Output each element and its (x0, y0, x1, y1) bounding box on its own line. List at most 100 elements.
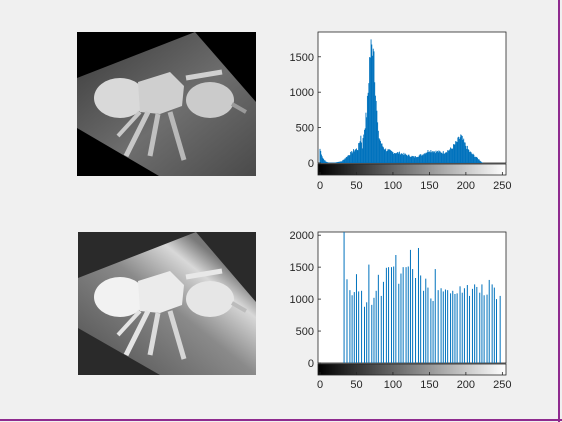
histogram-bar (466, 285, 468, 363)
histogram-bar (471, 288, 473, 363)
histogram-bar (361, 142, 363, 163)
y-tick-label: 0 (308, 158, 314, 170)
histogram-bar (423, 290, 425, 363)
x-tick-label: 0 (317, 180, 323, 192)
histogram-bar (349, 290, 351, 363)
histogram-bar (481, 162, 483, 163)
histogram-bar (409, 156, 411, 163)
histogram-bar (364, 129, 365, 163)
histogram-bar (377, 122, 379, 163)
histogram-bar (473, 154, 475, 163)
image-original (77, 32, 256, 176)
histogram-bar (391, 151, 393, 163)
histogram-bar (400, 273, 402, 363)
histogram-bar (380, 295, 382, 363)
histogram-bar (365, 112, 367, 163)
histogram-bar (343, 232, 345, 363)
histogram-bar (470, 152, 472, 163)
histogram-bar (441, 152, 443, 163)
histogram-bar (372, 48, 374, 163)
histogram-bar (480, 161, 481, 163)
histogram-bar (369, 57, 371, 163)
histogram-bar (430, 298, 432, 363)
histogram-bar (478, 159, 480, 163)
x-tick-label: 100 (384, 379, 402, 391)
histogram-bar (393, 153, 395, 163)
histogram-bar (496, 299, 498, 363)
histogram-bar (449, 149, 451, 163)
x-tick-label: 150 (420, 379, 438, 391)
histogram-bar (466, 148, 468, 163)
histogram-bar (493, 287, 495, 363)
histogram-bar (358, 142, 360, 163)
histogram-bar (400, 153, 402, 163)
histogram-bar (320, 150, 322, 163)
histogram-bar (356, 149, 358, 163)
histogram-bar (356, 148, 357, 163)
histogram-bar (428, 151, 430, 163)
histogram-bar (407, 266, 409, 363)
histogram-bar (345, 158, 346, 163)
grayscale-colorbar (317, 163, 507, 176)
histogram-bar (469, 151, 471, 163)
histogram-bar (499, 295, 501, 363)
histogram-bar (380, 141, 381, 163)
histogram-bar (383, 148, 385, 163)
histogram-bar (324, 160, 326, 163)
histogram-bar (415, 156, 417, 163)
histogram-bar (446, 152, 448, 163)
histogram-bar (459, 286, 461, 363)
histogram-bar (377, 130, 379, 163)
histogram-bar (463, 288, 465, 363)
histogram-bar (358, 143, 360, 163)
histogram-bar (442, 291, 444, 363)
histogram-bar (339, 161, 341, 163)
histogram-bar (456, 142, 458, 163)
histogram-bar (326, 161, 328, 163)
histogram-bar (386, 151, 388, 163)
histogram-bar (412, 156, 414, 163)
x-tick-label: 0 (317, 379, 323, 391)
histogram-bar (355, 149, 357, 163)
histogram-bar (423, 154, 425, 163)
histogram-bar (429, 152, 431, 163)
histogram-bar (363, 306, 365, 363)
histogram-bar (408, 154, 410, 163)
histogram-bar (377, 274, 379, 363)
histogram-bar (447, 150, 449, 163)
plot-area (317, 231, 507, 364)
x-tick-label: 100 (384, 180, 402, 192)
histogram-bar (350, 151, 352, 163)
histogram-bar (430, 150, 432, 163)
histogram-bar (452, 148, 454, 163)
histogram-bar (412, 269, 414, 363)
histogram-bar (427, 150, 429, 163)
histogram-bar (420, 154, 422, 163)
histogram-bar (354, 149, 356, 163)
histogram-bar (435, 150, 437, 163)
histogram-bar (398, 283, 400, 363)
histogram-bar (437, 152, 439, 163)
histogram-bar (413, 156, 415, 163)
histogram-bar (467, 149, 469, 163)
histogram-bar (393, 153, 395, 163)
histogram-bar (491, 284, 493, 363)
histogram-bar (371, 44, 373, 163)
histogram-bar (474, 156, 476, 163)
histogram-bar (414, 157, 416, 163)
histogram-bar (436, 151, 438, 163)
histogram-bar (396, 153, 398, 163)
histogram-bar (343, 159, 345, 163)
histogram-bar (403, 152, 405, 163)
histogram-bar (402, 155, 404, 163)
histogram-bar (379, 139, 381, 163)
histogram-bar (412, 156, 414, 163)
histogram-bar (434, 269, 436, 363)
histogram-bar (383, 147, 384, 163)
histogram-bar (415, 157, 417, 163)
histogram-bar (454, 293, 456, 363)
histogram-bar (394, 153, 396, 163)
histogram-bar (455, 141, 457, 163)
histogram-bar (378, 138, 380, 163)
histogram-bar (466, 145, 468, 163)
